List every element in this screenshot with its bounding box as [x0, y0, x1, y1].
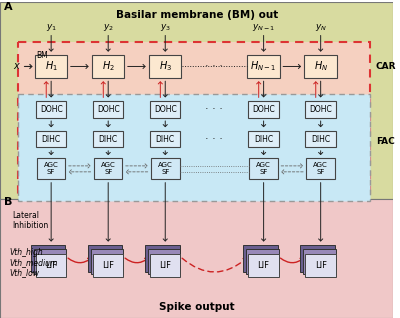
- Text: Lateral
Inhibition: Lateral Inhibition: [12, 211, 48, 230]
- Text: BM: BM: [36, 52, 48, 60]
- Text: · · ·: · · ·: [206, 134, 223, 144]
- Text: $y_2$: $y_2$: [103, 22, 114, 33]
- FancyBboxPatch shape: [150, 101, 180, 118]
- FancyBboxPatch shape: [300, 245, 335, 272]
- Text: FAC: FAC: [376, 136, 394, 146]
- Text: $H_2$: $H_2$: [102, 59, 115, 73]
- Text: · · ·: · · ·: [206, 104, 223, 114]
- Text: DOHC: DOHC: [309, 105, 332, 114]
- Text: $y_{N-1}$: $y_{N-1}$: [252, 22, 275, 33]
- FancyBboxPatch shape: [248, 131, 279, 148]
- FancyBboxPatch shape: [145, 245, 180, 272]
- Text: CAR: CAR: [376, 62, 396, 71]
- Text: AGC
SF: AGC SF: [158, 162, 173, 175]
- FancyBboxPatch shape: [88, 245, 122, 272]
- FancyBboxPatch shape: [37, 158, 66, 179]
- FancyBboxPatch shape: [148, 249, 180, 274]
- Text: $H_3$: $H_3$: [159, 59, 172, 73]
- Text: AGC
SF: AGC SF: [101, 162, 116, 175]
- FancyBboxPatch shape: [306, 254, 336, 277]
- Text: Vth_medium: Vth_medium: [10, 258, 58, 267]
- Text: LIF: LIF: [258, 261, 270, 270]
- FancyBboxPatch shape: [94, 158, 122, 179]
- FancyBboxPatch shape: [91, 249, 124, 274]
- FancyBboxPatch shape: [151, 158, 180, 179]
- FancyBboxPatch shape: [93, 101, 124, 118]
- FancyBboxPatch shape: [306, 131, 336, 148]
- FancyBboxPatch shape: [248, 254, 279, 277]
- Text: $H_1$: $H_1$: [45, 59, 58, 73]
- FancyBboxPatch shape: [92, 55, 124, 78]
- Text: LIF: LIF: [315, 261, 327, 270]
- Text: DIHC: DIHC: [156, 135, 175, 143]
- Text: Vth_high: Vth_high: [10, 248, 44, 257]
- FancyBboxPatch shape: [36, 254, 66, 277]
- Text: DIHC: DIHC: [311, 135, 330, 143]
- FancyBboxPatch shape: [246, 249, 279, 274]
- FancyBboxPatch shape: [93, 254, 124, 277]
- Text: AGC
SF: AGC SF: [256, 162, 271, 175]
- Text: LIF: LIF: [159, 261, 171, 270]
- Text: LIF: LIF: [102, 261, 114, 270]
- FancyBboxPatch shape: [306, 101, 336, 118]
- Bar: [0, 199, 394, 318]
- Text: $x$: $x$: [12, 61, 21, 72]
- FancyBboxPatch shape: [93, 131, 124, 148]
- Text: AGC
SF: AGC SF: [313, 162, 328, 175]
- FancyBboxPatch shape: [36, 131, 66, 148]
- Text: Spike output: Spike output: [159, 302, 234, 312]
- FancyBboxPatch shape: [248, 101, 279, 118]
- FancyBboxPatch shape: [306, 158, 335, 179]
- FancyBboxPatch shape: [247, 55, 280, 78]
- Text: Vth_low: Vth_low: [10, 268, 40, 277]
- Text: LIF: LIF: [45, 261, 57, 270]
- FancyBboxPatch shape: [34, 249, 66, 274]
- Text: Basilar membrane (BM) out: Basilar membrane (BM) out: [116, 10, 278, 20]
- Text: $H_N$: $H_N$: [314, 59, 328, 73]
- Text: DOHC: DOHC: [154, 105, 177, 114]
- FancyBboxPatch shape: [249, 158, 278, 179]
- Text: A: A: [4, 2, 12, 12]
- FancyBboxPatch shape: [35, 55, 67, 78]
- FancyBboxPatch shape: [244, 245, 278, 272]
- FancyBboxPatch shape: [18, 42, 370, 196]
- Text: DIHC: DIHC: [254, 135, 273, 143]
- Text: B: B: [4, 197, 12, 207]
- Text: DOHC: DOHC: [40, 105, 62, 114]
- FancyBboxPatch shape: [36, 101, 66, 118]
- Text: · · ·: · · ·: [206, 61, 223, 72]
- FancyBboxPatch shape: [31, 245, 66, 272]
- Text: $H_{N-1}$: $H_{N-1}$: [250, 59, 277, 73]
- FancyBboxPatch shape: [304, 55, 337, 78]
- Text: AGC
SF: AGC SF: [44, 162, 58, 175]
- FancyBboxPatch shape: [149, 55, 182, 78]
- FancyBboxPatch shape: [150, 254, 180, 277]
- Text: DIHC: DIHC: [99, 135, 118, 143]
- Text: $y_N$: $y_N$: [314, 22, 327, 33]
- Text: $y_1$: $y_1$: [46, 22, 57, 33]
- Text: DIHC: DIHC: [42, 135, 61, 143]
- Text: DOHC: DOHC: [97, 105, 120, 114]
- FancyBboxPatch shape: [304, 249, 336, 274]
- FancyBboxPatch shape: [18, 94, 370, 201]
- Text: DOHC: DOHC: [252, 105, 275, 114]
- Text: $y_3$: $y_3$: [160, 22, 171, 33]
- Bar: [0, 2, 394, 199]
- FancyBboxPatch shape: [150, 131, 180, 148]
